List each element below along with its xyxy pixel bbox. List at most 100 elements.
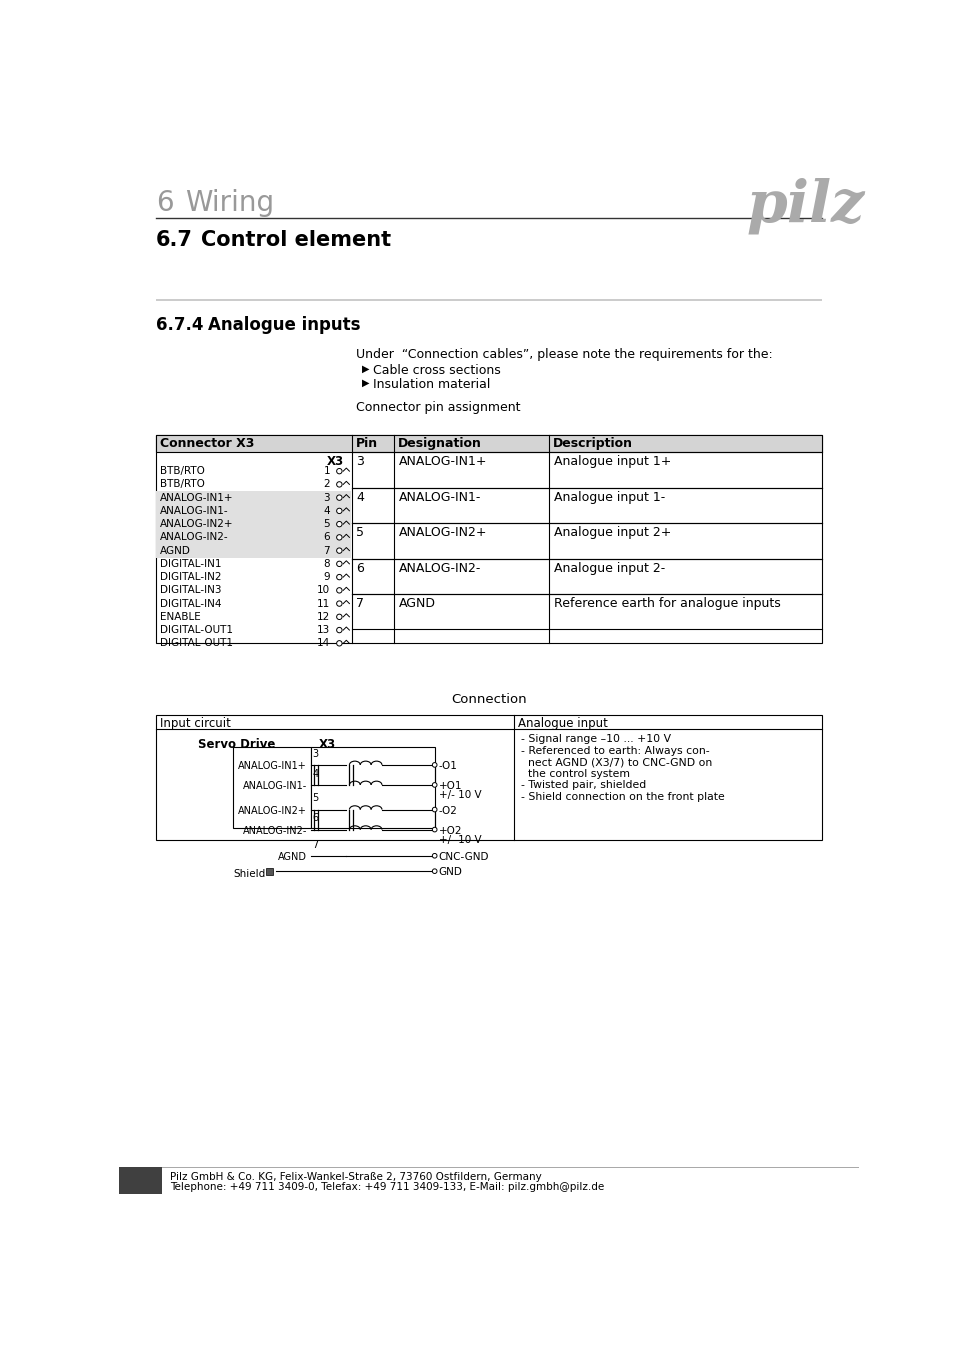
Text: Wiring: Wiring xyxy=(185,189,274,217)
Bar xyxy=(155,435,821,452)
Circle shape xyxy=(432,763,436,767)
Text: Under  “Connection cables”, please note the requirements for the:: Under “Connection cables”, please note t… xyxy=(355,348,772,362)
Text: Cable cross sections: Cable cross sections xyxy=(373,363,500,377)
Text: BTB/RTO: BTB/RTO xyxy=(159,479,204,490)
Text: 10: 10 xyxy=(316,586,330,595)
Circle shape xyxy=(336,482,342,487)
Text: Input circuit: Input circuit xyxy=(159,717,231,730)
Text: +O2: +O2 xyxy=(438,826,461,836)
Text: 4: 4 xyxy=(356,491,364,504)
Text: ANALOG-IN2-: ANALOG-IN2- xyxy=(242,826,307,836)
Bar xyxy=(266,868,274,875)
Text: Analogue input 2-: Analogue input 2- xyxy=(554,562,664,575)
Text: 5: 5 xyxy=(312,794,318,803)
Text: 5: 5 xyxy=(323,520,330,529)
Circle shape xyxy=(432,807,436,811)
Text: Designation: Designation xyxy=(397,437,481,450)
Text: +/- 10 V: +/- 10 V xyxy=(438,790,480,801)
Text: Connector pin assignment: Connector pin assignment xyxy=(355,401,519,413)
Circle shape xyxy=(336,535,342,540)
Text: Shield: Shield xyxy=(233,869,265,879)
Text: 3: 3 xyxy=(356,455,364,468)
Text: 7: 7 xyxy=(323,545,330,556)
Text: 14: 14 xyxy=(316,639,330,648)
Bar xyxy=(155,716,821,840)
Text: DIGITAL-OUT1: DIGITAL-OUT1 xyxy=(159,625,233,634)
Circle shape xyxy=(336,628,342,633)
Text: 3: 3 xyxy=(312,749,318,759)
Text: +O1: +O1 xyxy=(438,782,461,791)
Text: Servo Drive: Servo Drive xyxy=(198,738,275,751)
Circle shape xyxy=(336,614,342,620)
Bar xyxy=(155,435,821,643)
Text: Control element: Control element xyxy=(200,230,391,250)
Text: AGND: AGND xyxy=(159,545,191,556)
Text: DIGITAL-IN1: DIGITAL-IN1 xyxy=(159,559,221,568)
Text: -O2: -O2 xyxy=(438,806,456,815)
Text: X3: X3 xyxy=(318,738,335,751)
Text: 2: 2 xyxy=(323,479,330,490)
Text: - Referenced to earth: Always con-: - Referenced to earth: Always con- xyxy=(520,745,709,756)
Text: - Twisted pair, shielded: - Twisted pair, shielded xyxy=(520,780,645,790)
Text: Pin: Pin xyxy=(355,437,377,450)
Bar xyxy=(233,747,311,828)
Text: 6: 6 xyxy=(312,814,318,824)
Text: ANALOG-IN1-: ANALOG-IN1- xyxy=(159,506,228,516)
Text: DIGITAL-IN4: DIGITAL-IN4 xyxy=(159,598,221,609)
Text: - Signal range –10 ... +10 V: - Signal range –10 ... +10 V xyxy=(520,734,670,744)
Circle shape xyxy=(432,783,436,787)
Text: 7: 7 xyxy=(312,840,318,849)
Circle shape xyxy=(336,562,342,567)
Circle shape xyxy=(336,587,342,593)
Text: 6: 6 xyxy=(155,189,173,217)
Text: Insulation material: Insulation material xyxy=(373,378,490,390)
Text: 11: 11 xyxy=(316,598,330,609)
Circle shape xyxy=(336,508,342,513)
Text: ANALOG-IN1+: ANALOG-IN1+ xyxy=(159,493,233,502)
Circle shape xyxy=(336,468,342,474)
Text: Analogue inputs: Analogue inputs xyxy=(208,316,360,333)
Text: ANALOG-IN1+: ANALOG-IN1+ xyxy=(238,761,307,771)
Text: 7: 7 xyxy=(356,597,364,610)
Text: ▶: ▶ xyxy=(361,378,369,387)
Text: 6.7: 6.7 xyxy=(155,230,193,250)
Text: Telephone: +49 711 3409-0, Telefax: +49 711 3409-133, E-Mail: pilz.gmbh@pilz.de: Telephone: +49 711 3409-0, Telefax: +49 … xyxy=(170,1183,603,1192)
Text: ANALOG-IN2-: ANALOG-IN2- xyxy=(159,532,228,543)
Bar xyxy=(155,300,821,301)
Circle shape xyxy=(336,574,342,579)
Text: - Shield connection on the front plate: - Shield connection on the front plate xyxy=(520,792,723,802)
Text: Description: Description xyxy=(553,437,633,450)
Text: Reference earth for analogue inputs: Reference earth for analogue inputs xyxy=(554,597,780,610)
Text: ▶: ▶ xyxy=(361,363,369,374)
Text: DIGITAL-OUT1: DIGITAL-OUT1 xyxy=(159,639,233,648)
Circle shape xyxy=(432,828,436,832)
Text: 3: 3 xyxy=(323,493,330,502)
Text: ENABLE: ENABLE xyxy=(159,612,200,622)
Circle shape xyxy=(336,641,342,647)
Text: Connection: Connection xyxy=(451,694,526,706)
Bar xyxy=(119,1166,162,1193)
Text: 1: 1 xyxy=(323,466,330,477)
Text: ANALOG-IN2+: ANALOG-IN2+ xyxy=(237,806,307,815)
Text: DIGITAL-IN2: DIGITAL-IN2 xyxy=(159,572,221,582)
Text: Connector X3: Connector X3 xyxy=(159,437,253,450)
Text: ANALOG-IN2+: ANALOG-IN2+ xyxy=(159,520,233,529)
Text: 4: 4 xyxy=(323,506,330,516)
Circle shape xyxy=(432,869,436,873)
Text: AGND: AGND xyxy=(398,597,436,610)
Circle shape xyxy=(336,521,342,526)
Text: 13: 13 xyxy=(316,625,330,634)
Text: Analogue input 1-: Analogue input 1- xyxy=(554,491,664,504)
Text: ANALOG-IN2-: ANALOG-IN2- xyxy=(398,562,481,575)
Circle shape xyxy=(432,853,436,859)
Text: Pilz GmbH & Co. KG, Felix-Wankel-Straße 2, 73760 Ostfildern, Germany: Pilz GmbH & Co. KG, Felix-Wankel-Straße … xyxy=(170,1172,540,1183)
Text: BTB/RTO: BTB/RTO xyxy=(159,466,204,477)
Text: X3: X3 xyxy=(327,455,344,468)
Text: GND: GND xyxy=(438,867,462,878)
Circle shape xyxy=(336,548,342,554)
Text: -O1: -O1 xyxy=(438,761,456,771)
Text: 9: 9 xyxy=(323,572,330,582)
Text: AGND: AGND xyxy=(277,852,307,861)
Text: 6.7.4: 6.7.4 xyxy=(155,316,203,333)
Text: pilz: pilz xyxy=(746,177,864,234)
